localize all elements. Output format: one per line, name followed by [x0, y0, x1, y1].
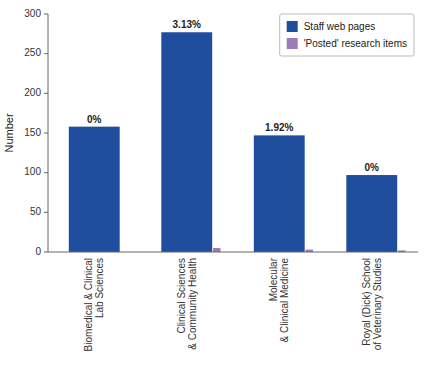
y-tick-label: 50: [30, 206, 42, 217]
legend-swatch: [287, 21, 298, 32]
y-tick: [44, 93, 48, 94]
bar: [213, 248, 220, 252]
bar: [69, 127, 120, 252]
legend-label: Staff web pages: [304, 21, 376, 32]
bar-annotation: 3.13%: [173, 19, 201, 30]
y-tick-label: 250: [24, 47, 41, 58]
y-tick: [44, 172, 48, 173]
x-tick-label: Molecular& Clinical Medicine: [268, 257, 290, 342]
y-tick-label: 0: [35, 246, 41, 257]
bar-annotation: 0%: [87, 114, 102, 125]
y-tick: [44, 53, 48, 54]
chart-container: 0 50 100 150 200 250 300 0% 3.13% 1.92% 0% Biomedic…: [0, 0, 428, 370]
x-tick-label: Royal (Dick) Schoolof Veterinary Studies: [361, 258, 383, 350]
y-tick-label: 150: [24, 127, 41, 138]
y-tick: [44, 133, 48, 134]
y-tick-label: 100: [24, 166, 41, 177]
x-tick-label: Biomedical & ClinicalLab Sciences: [83, 258, 105, 351]
legend-label: 'Posted' research items: [304, 38, 407, 49]
bar: [254, 135, 305, 252]
bar: [161, 32, 212, 252]
x-tick-label: Clinical Sciences& Community Health: [176, 258, 198, 350]
y-tick: [44, 252, 48, 253]
bar-annotation: 0%: [365, 162, 380, 173]
x-axis-line: [48, 252, 418, 253]
y-tick-label: 200: [24, 87, 41, 98]
y-tick-label: 300: [24, 8, 41, 19]
y-tick: [44, 212, 48, 213]
chart: 0 50 100 150 200 250 300 0% 3.13% 1.92% 0% Biomedic…: [0, 0, 428, 370]
legend: Staff web pages 'Posted' research items: [280, 14, 414, 56]
legend-swatch: [287, 38, 298, 49]
y-tick: [44, 14, 48, 15]
legend-box: [280, 14, 414, 56]
bars: [69, 32, 406, 252]
bar: [346, 175, 397, 252]
y-axis-line: [48, 14, 49, 252]
bar-annotation: 1.92%: [265, 122, 293, 133]
y-axis-label: Number: [3, 113, 15, 152]
